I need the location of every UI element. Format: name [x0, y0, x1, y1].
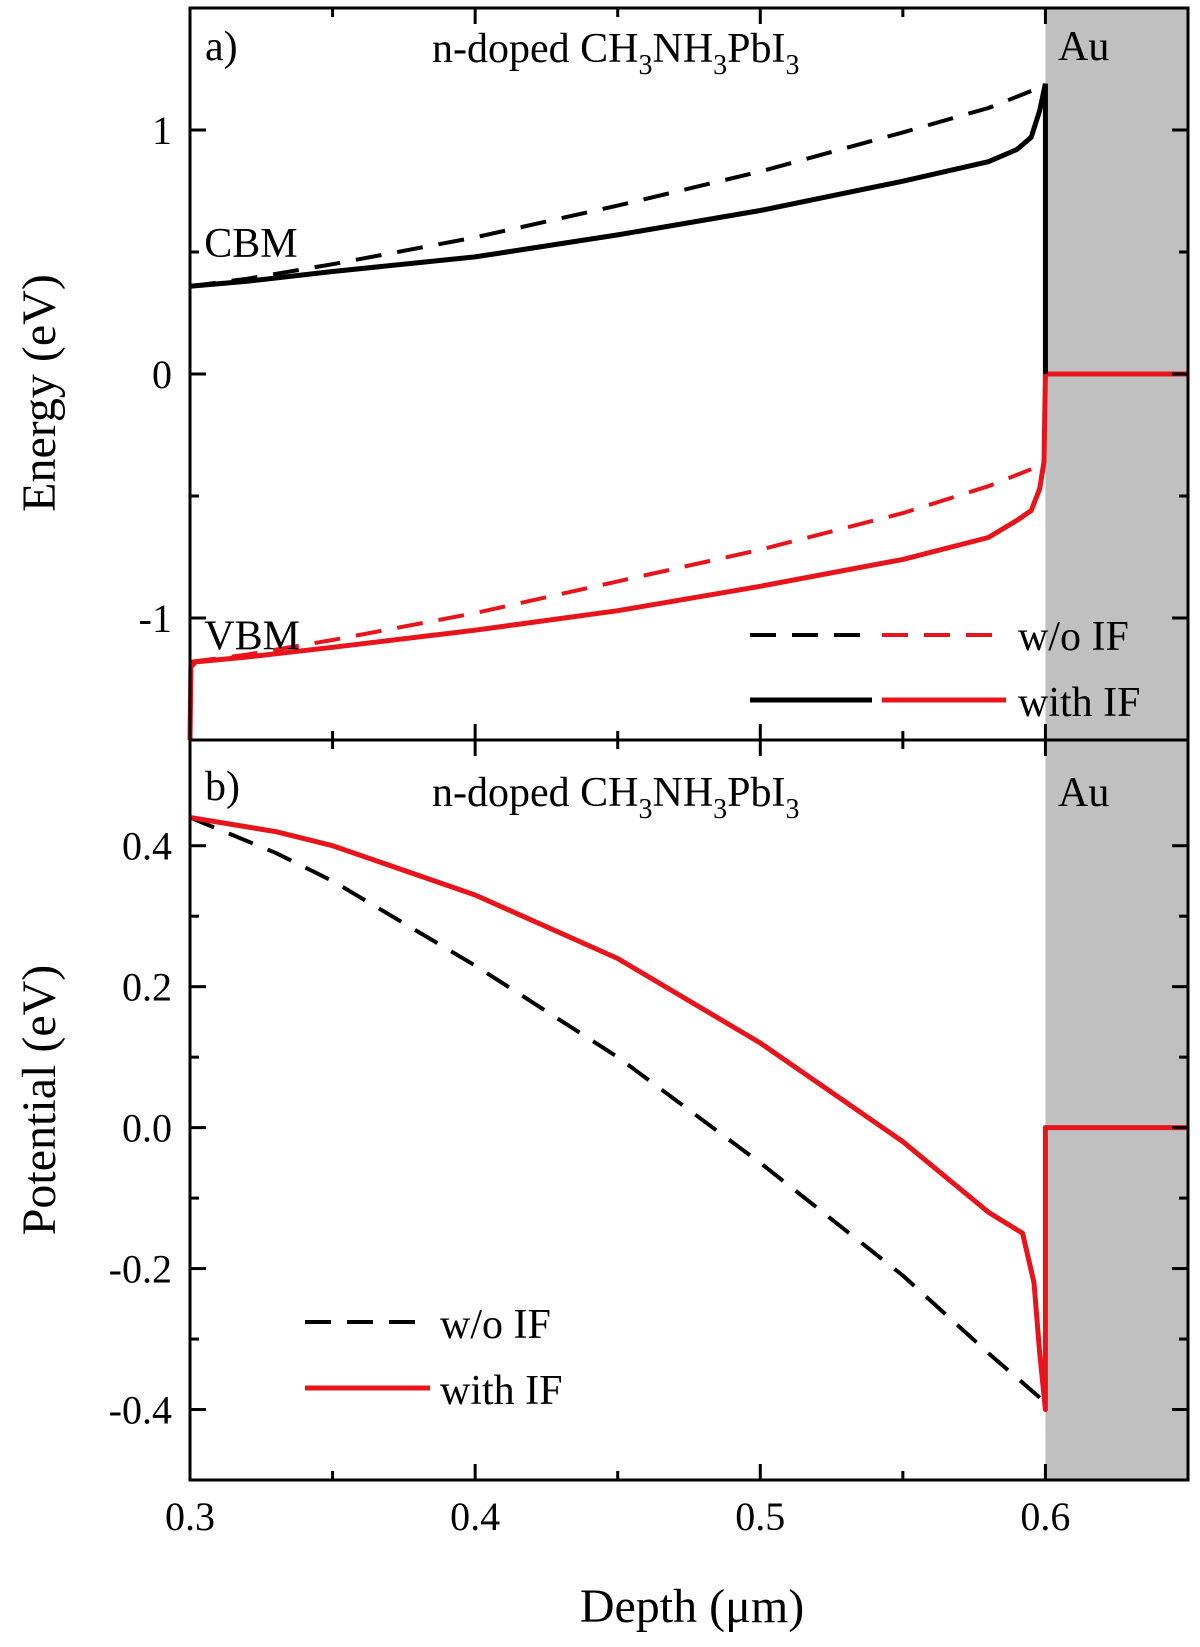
- panel-b-title-sub3: 3: [786, 794, 800, 825]
- y-tick-label: 0: [152, 352, 172, 397]
- panel-a-label: a): [205, 24, 238, 70]
- legend-a-without-if-label: w/o IF: [1018, 614, 1129, 660]
- cbm-annotation: CBM: [204, 221, 297, 267]
- panel-a-y-axis-title: Energy (eV): [13, 274, 66, 512]
- panel-a-title-mid2: PbI: [727, 26, 785, 72]
- panel-b-au-label: Au: [1058, 770, 1109, 816]
- legend-b-with-if-label: with IF: [440, 1368, 563, 1414]
- panel-a-series-layer: [187, 83, 1188, 741]
- y-tick-label: 0.0: [122, 1106, 172, 1151]
- x-tick-label: 0.5: [735, 1494, 785, 1539]
- panel-b-title: n-doped CH3NH3PbI3: [432, 770, 800, 825]
- series-line-cbm-w-o-if: [189, 89, 1032, 289]
- series-line-w-o-if: [189, 815, 1047, 1405]
- panel-a-au-label: Au: [1058, 24, 1109, 70]
- panel-a-title-main: n-doped CH: [432, 26, 638, 72]
- panel-a-title-sub2: 3: [713, 50, 727, 81]
- panel-b-potential: 0.3 0.4 0.5 0.6 -0.4 -0.2 0.0 0.2 0.4 b) n-doped…: [13, 738, 1190, 1633]
- x-tick-label: 0.6: [1020, 1494, 1070, 1539]
- panel-b-legend: w/o IF with IF: [305, 1302, 563, 1414]
- panel-b-frame: [188, 738, 1190, 1482]
- panel-b-y-axis-title: Potential (eV): [13, 965, 66, 1236]
- y-tick-label: -0.4: [109, 1388, 172, 1433]
- panel-b-title-mid1: NH: [652, 770, 713, 816]
- panel-a-title-mid1: NH: [652, 26, 713, 72]
- panel-b-au-region: [1045, 740, 1188, 1480]
- panel-b-title-sub1: 3: [638, 794, 652, 825]
- x-tick-label: 0.3: [165, 1494, 215, 1539]
- x-tick-label: 0.4: [450, 1494, 500, 1539]
- vbm-annotation: VBM: [204, 614, 300, 660]
- panel-a-title: n-doped CH3NH3PbI3: [432, 26, 800, 81]
- panel-b-title-sub2: 3: [713, 794, 727, 825]
- panel-b-title-mid2: PbI: [727, 770, 785, 816]
- y-tick-label: 0.4: [122, 824, 172, 869]
- panel-b-title-main: n-doped CH: [432, 770, 638, 816]
- y-tick-label: 1: [152, 108, 172, 153]
- panel-b-label: b): [205, 764, 240, 810]
- panel-a-title-sub1: 3: [638, 50, 652, 81]
- series-line-with-if: [189, 815, 1188, 1412]
- y-tick-label: 0.2: [122, 965, 172, 1010]
- panel-b-series-layer: [189, 815, 1188, 1412]
- y-tick-label: -0.2: [109, 1247, 172, 1292]
- series-line-vbm-with-if: [187, 371, 1188, 741]
- series-line-cbm-with-if: [189, 83, 1048, 289]
- legend-a-with-if-label: with IF: [1018, 680, 1141, 726]
- panel-a-title-sub3: 3: [786, 50, 800, 81]
- panel-b-ticks: 0.3 0.4 0.5 0.6 -0.4 -0.2 0.0 0.2 0.4: [109, 740, 1188, 1539]
- panel-a-ticks: -1 0 1: [139, 8, 1188, 740]
- y-tick-label: -1: [139, 596, 172, 641]
- legend-b-without-if-label: w/o IF: [440, 1302, 551, 1348]
- x-axis-title: Depth (μm): [580, 1580, 804, 1633]
- series-line-vbm-w-o-if: [189, 467, 1032, 664]
- panel-a-legend: w/o IF with IF: [750, 614, 1141, 726]
